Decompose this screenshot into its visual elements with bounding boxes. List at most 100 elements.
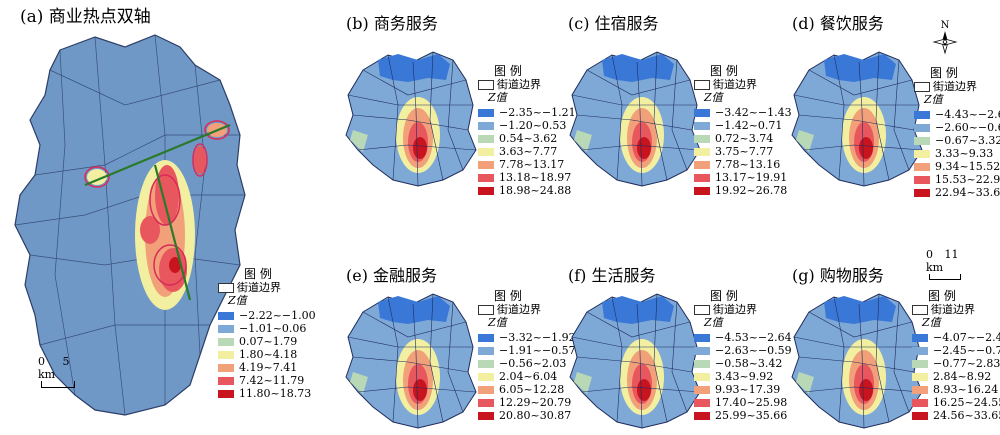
legend-class-label: −2.60~−0.66 (935, 121, 1000, 134)
legend-swatch (912, 346, 928, 355)
legend-class-label: −1.20~0.53 (499, 119, 567, 132)
legend-class-row: −2.63~−0.59 (694, 344, 792, 357)
legend-class-label: 19.92~26.78 (715, 184, 788, 197)
legend-class-label: 25.99~35.66 (715, 409, 788, 422)
legend-class-row: 6.05~12.28 (478, 383, 576, 396)
legend-class-label: 22.94~33.68 (935, 186, 1000, 199)
legend-class-label: −0.67~3.32 (935, 134, 1000, 147)
legend-swatch (912, 411, 928, 420)
legend-class-row: 9.93~17.39 (694, 383, 792, 396)
map-g (791, 293, 923, 429)
legend-class-label: −1.91~−0.57 (499, 344, 576, 357)
panel-title: (a) 商业热点双轴 (20, 7, 151, 27)
legend-class-row: 0.54~3.62 (478, 132, 576, 145)
legend-title: 图 例 (494, 289, 522, 303)
legend-class-row: −0.56~2.03 (478, 357, 576, 370)
legend-title: 图 例 (930, 66, 958, 80)
boundary-label: 街道边界 (497, 78, 541, 91)
legend-class-row: 18.98~24.88 (478, 184, 576, 197)
legend-class-label: −3.42~−1.43 (715, 106, 792, 119)
legend-class-label: −2.35~−1.21 (499, 106, 576, 119)
boundary-label: 街道边界 (237, 281, 281, 294)
legend-class-row: 11.80~18.73 (218, 387, 316, 400)
boundary-label: 街道边界 (713, 303, 757, 316)
legend-swatch (478, 398, 494, 407)
legend-swatch (478, 147, 494, 156)
legend-class-row: −1.01~0.06 (218, 322, 316, 335)
legend-class-label: 13.17~19.91 (715, 171, 788, 184)
z-label: Z值 (704, 91, 723, 104)
legend-class-row: 1.80~4.18 (218, 348, 316, 361)
legend-class-label: −0.56~2.03 (499, 357, 567, 370)
legend-class-label: 18.98~24.88 (499, 184, 572, 197)
legend-swatch (478, 359, 494, 368)
legend-swatch (478, 186, 494, 195)
legend-class-label: −4.53~−2.64 (715, 331, 792, 344)
legend-class-label: −0.77~2.83 (933, 357, 1000, 370)
legend-swatch (912, 385, 928, 394)
legend-class-label: −4.43~−2.61 (935, 108, 1000, 121)
legend-class-row: 24.56~33.65 (912, 409, 1000, 422)
legend-swatch (914, 188, 930, 197)
legend-class-label: 9.93~17.39 (715, 383, 781, 396)
legend-swatch (478, 372, 494, 381)
legend-swatch (694, 160, 710, 169)
boundary-label: 街道边界 (931, 303, 975, 316)
legend-class-label: 8.93~16.24 (933, 383, 999, 396)
z-label: Z值 (922, 316, 941, 329)
legend-class-row: 2.84~8.92 (912, 370, 1000, 383)
legend-class-row: 13.18~18.97 (478, 171, 576, 184)
legend-class-label: 0.07~1.79 (239, 335, 298, 348)
legend-class-row: −0.67~3.32 (914, 134, 1000, 147)
legend-title: 图 例 (710, 289, 738, 303)
z-label: Z值 (704, 316, 723, 329)
legend-swatch (478, 346, 494, 355)
north-arrow: N (932, 20, 958, 56)
boundary-label: 街道边界 (713, 78, 757, 91)
legend-class-row: −1.20~0.53 (478, 119, 576, 132)
legend-class-row: 3.43~9.92 (694, 370, 792, 383)
legend-swatch (914, 175, 930, 184)
legend-class-row: −3.32~−1.92 (478, 331, 576, 344)
legend-class-row: −4.07~−2.46 (912, 331, 1000, 344)
legend-a: 图 例 街道边界 Z值 −2.22~−1.00 −1.01~0.06 0.07~1.… (218, 268, 316, 400)
legend-swatch (694, 346, 710, 355)
scalebar-zero: 0 (38, 355, 45, 368)
legend-swatch (694, 186, 710, 195)
z-label: Z值 (488, 91, 507, 104)
legend-class-row: −2.22~−1.00 (218, 309, 316, 322)
legend-class-row: 3.75~7.77 (694, 145, 792, 158)
legend-class-label: −4.07~−2.46 (933, 331, 1000, 344)
legend-class-label: 11.80~18.73 (239, 387, 312, 400)
legend-class-label: 2.84~8.92 (933, 370, 992, 383)
legend-swatch (914, 162, 930, 171)
boundary-swatch (478, 304, 494, 315)
legend-swatch (218, 350, 234, 359)
legend-swatch (694, 333, 710, 342)
legend-class-row: 0.07~1.79 (218, 335, 316, 348)
legend-class-label: −1.42~0.71 (715, 119, 783, 132)
legend-class-row: 20.80~30.87 (478, 409, 576, 422)
legend-swatch (218, 337, 234, 346)
legend-class-label: 9.34~15.52 (935, 160, 1000, 173)
scalebar-label: 5 km (38, 355, 70, 381)
legend-class-row: 3.63~7.77 (478, 145, 576, 158)
legend-class-label: 7.42~11.79 (239, 374, 305, 387)
map-f (569, 293, 701, 429)
legend-swatch (912, 372, 928, 381)
legend-class-label: −2.63~−0.59 (715, 344, 792, 357)
axis-lines (84, 123, 231, 301)
legend-class-label: 3.63~7.77 (499, 145, 558, 158)
legend-title: 图 例 (710, 64, 738, 78)
panel-title: (g) 购物服务 (792, 266, 884, 285)
legend-swatch (914, 110, 930, 119)
legend-class-label: 16.25~24.55 (933, 396, 1000, 409)
boundary-swatch (914, 81, 930, 92)
legend-swatch (914, 149, 930, 158)
boundary-label: 街道边界 (497, 303, 541, 316)
legend-swatch (218, 324, 234, 333)
legend-class-label: −2.22~−1.00 (239, 309, 316, 322)
legend-class-label: 0.72~3.74 (715, 132, 774, 145)
legend-class-label: 24.56~33.65 (933, 409, 1000, 422)
legend-swatch (218, 389, 234, 398)
